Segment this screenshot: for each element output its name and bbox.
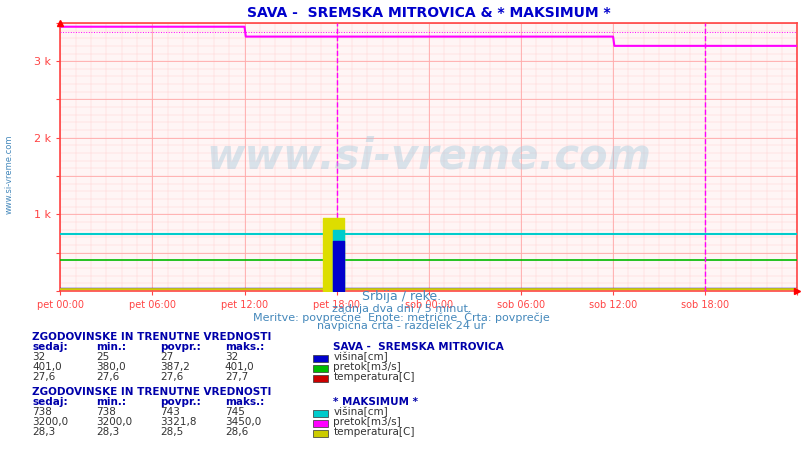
Text: sedaj:: sedaj: [32,342,67,352]
Text: 32: 32 [225,352,238,362]
Text: višina[cm]: višina[cm] [333,352,387,362]
Text: min.:: min.: [96,397,126,407]
Text: SAVA -  SREMSKA MITROVICA: SAVA - SREMSKA MITROVICA [333,342,504,352]
Text: pretok[m3/s]: pretok[m3/s] [333,362,400,372]
Text: povpr.:: povpr.: [160,397,201,407]
Text: 401,0: 401,0 [32,362,62,372]
Text: 401,0: 401,0 [225,362,254,372]
Text: ZGODOVINSKE IN TRENUTNE VREDNOSTI: ZGODOVINSKE IN TRENUTNE VREDNOSTI [32,387,271,397]
Text: 738: 738 [32,407,52,417]
Text: * MAKSIMUM *: * MAKSIMUM * [333,397,418,407]
Text: 28,3: 28,3 [96,427,119,437]
Text: www.si-vreme.com: www.si-vreme.com [206,136,650,178]
Text: min.:: min.: [96,342,126,352]
Text: Srbija / reke.: Srbija / reke. [362,290,440,303]
Text: 738: 738 [96,407,116,417]
Text: 27,6: 27,6 [160,372,184,382]
Text: 27: 27 [160,352,174,362]
Text: 28,5: 28,5 [160,427,184,437]
Text: 3321,8: 3321,8 [160,417,196,427]
Text: pretok[m3/s]: pretok[m3/s] [333,417,400,427]
Text: 3200,0: 3200,0 [32,417,68,427]
Text: 3450,0: 3450,0 [225,417,261,427]
Text: sedaj:: sedaj: [32,397,67,407]
Text: 27,6: 27,6 [32,372,55,382]
Text: maks.:: maks.: [225,397,264,407]
Text: Meritve: povprečne  Enote: metrične  Črta: povprečje: Meritve: povprečne Enote: metrične Črta:… [253,311,549,322]
Text: 743: 743 [160,407,180,417]
Text: 387,2: 387,2 [160,362,190,372]
Text: zadnja dva dni / 5 minut.: zadnja dva dni / 5 minut. [331,305,471,314]
Text: 3200,0: 3200,0 [96,417,132,427]
Text: 25: 25 [96,352,110,362]
Text: navpična črta - razdelek 24 ur: navpična črta - razdelek 24 ur [317,320,485,331]
Text: 380,0: 380,0 [96,362,126,372]
Text: 27,6: 27,6 [96,372,119,382]
Text: 745: 745 [225,407,245,417]
Text: temperatura[C]: temperatura[C] [333,372,414,382]
Text: maks.:: maks.: [225,342,264,352]
Text: 32: 32 [32,352,46,362]
Text: povpr.:: povpr.: [160,342,201,352]
Text: višina[cm]: višina[cm] [333,407,387,417]
Text: www.si-vreme.com: www.si-vreme.com [5,134,14,214]
Text: 27,7: 27,7 [225,372,248,382]
Text: 28,6: 28,6 [225,427,248,437]
Title: SAVA -  SREMSKA MITROVICA & * MAKSIMUM *: SAVA - SREMSKA MITROVICA & * MAKSIMUM * [247,6,610,20]
Text: temperatura[C]: temperatura[C] [333,427,414,437]
Text: 28,3: 28,3 [32,427,55,437]
Text: ZGODOVINSKE IN TRENUTNE VREDNOSTI: ZGODOVINSKE IN TRENUTNE VREDNOSTI [32,332,271,342]
